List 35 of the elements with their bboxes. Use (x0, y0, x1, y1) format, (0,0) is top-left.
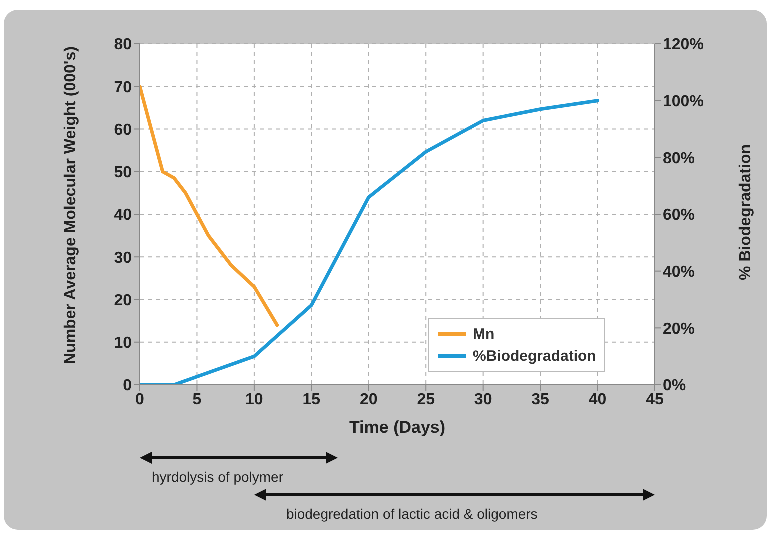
legend-label: %Biodegradation (473, 348, 596, 364)
x-tick-label: 20 (360, 391, 378, 408)
y-tick-label: 60 (114, 122, 132, 139)
y2-tick-label: 60% (663, 207, 696, 224)
y-tick-label: 70 (114, 79, 132, 96)
y-tick-label: 20 (114, 292, 132, 310)
x-tick-label: 10 (246, 391, 264, 408)
y-tick-label: 40 (114, 207, 132, 224)
y-tick-label: 30 (114, 250, 132, 267)
y-tick-label: 80 (114, 36, 132, 54)
x-tick-label: 25 (417, 391, 436, 408)
text: hyrdolysis of polymer (152, 469, 284, 485)
y2-tick-label: 0% (663, 378, 686, 395)
x-tick-label: 45 (646, 391, 664, 408)
y2-tick-label: 80% (663, 150, 696, 168)
line-series (140, 84, 280, 328)
text: biodegredation of lactic acid & oligomers (286, 506, 538, 522)
y2-tick-label: 40% (663, 264, 696, 282)
y-axis-title: Number Average Molecular Weight (000's) (62, 46, 80, 364)
y2-tick-label: 120% (663, 36, 704, 54)
x-tick-label: 35 (532, 391, 550, 408)
x-tick-label: 5 (192, 391, 202, 408)
x-tick-label: 30 (474, 391, 492, 408)
y2-axis-title: % Biodegradation (738, 144, 755, 281)
x-tick-label: 0 (136, 391, 145, 408)
y2-tick-label: 100% (663, 94, 704, 111)
x-tick-label: 15 (302, 391, 321, 408)
y-tick-label: 10 (114, 335, 132, 352)
x-axis-title: Time (Days) (349, 418, 446, 437)
x-tick-label: 40 (588, 391, 607, 408)
y2-tick-label: 20% (663, 320, 696, 338)
y-tick-label: 50 (114, 164, 132, 182)
line-series (140, 99, 600, 385)
y-tick-label: 0 (123, 378, 132, 395)
legend-label: Mn (473, 326, 495, 342)
